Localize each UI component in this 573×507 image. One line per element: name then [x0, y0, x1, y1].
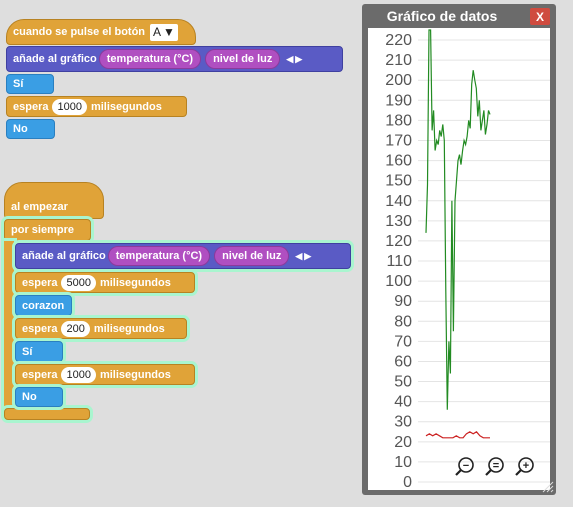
- y-tick-label: 40: [394, 394, 412, 411]
- forever-footer: [4, 408, 90, 420]
- button-dropdown[interactable]: A ▼: [150, 23, 178, 41]
- y-tick-label: 210: [385, 52, 412, 69]
- wait-label: espera: [22, 276, 58, 289]
- loop-wait-200-block[interactable]: espera 200 milisegundos: [15, 318, 187, 339]
- data-graph-panel[interactable]: Gráfico de datos X 0 10 20 30 40 50 60 70 80 90 10…: [362, 4, 556, 495]
- loop-show-yes-block[interactable]: Sí: [15, 341, 63, 362]
- button-event-label: cuando se pulse el botón: [13, 26, 146, 38]
- yes-label: Sí: [22, 345, 33, 358]
- y-tick-label: 20: [394, 434, 412, 451]
- forever-loop-block[interactable]: por siempre: [4, 219, 352, 424]
- wait-label: espera: [13, 100, 49, 113]
- arg-arrows[interactable]: ◀ ▶: [286, 54, 302, 65]
- show-yes-block[interactable]: Sí: [6, 74, 54, 94]
- y-tick-label: 10: [394, 454, 412, 471]
- wait-value-input[interactable]: 1000: [52, 98, 87, 115]
- wait-label: espera: [22, 322, 58, 335]
- series-line-2: [425, 431, 490, 439]
- no-label: No: [13, 123, 28, 135]
- y-tick-label: 90: [394, 293, 412, 310]
- heart-label: corazon: [22, 299, 65, 312]
- y-tick-label: 130: [385, 213, 412, 230]
- y-tick-label: 70: [394, 333, 412, 350]
- wait-block[interactable]: espera 1000 milisegundos: [6, 96, 187, 117]
- temperature-reporter[interactable]: temperatura (°C): [98, 49, 202, 69]
- forever-label: por siempre: [11, 224, 74, 236]
- y-tick-label: 220: [385, 32, 412, 49]
- panel-title: Gráfico de datos: [386, 8, 498, 24]
- on-start-label: al empezar: [11, 201, 68, 213]
- y-tick-label: 50: [394, 374, 412, 391]
- series-line-1: [425, 29, 491, 410]
- y-tick-label: 0: [403, 474, 412, 490]
- show-heart-block[interactable]: corazon: [15, 295, 72, 316]
- wait-unit-label: milisegundos: [99, 368, 171, 381]
- data-chart: 0 10 20 30 40 50 60 70 80 90 100 110 120 130 140 150 160…: [385, 29, 550, 491]
- wait-unit-label: milisegundos: [93, 322, 165, 335]
- y-tick-label: 100: [385, 273, 412, 290]
- graph-add-block[interactable]: añade al gráfico temperatura (°C) nivel …: [6, 46, 343, 72]
- loop-light-level-reporter[interactable]: nivel de luz: [214, 246, 290, 266]
- wait-200-input[interactable]: 200: [61, 320, 90, 337]
- wait-unit-label: milisegundos: [90, 100, 162, 113]
- light-level-reporter[interactable]: nivel de luz: [205, 49, 281, 69]
- forever-bracket: [4, 241, 14, 411]
- wait-5000-input[interactable]: 5000: [61, 274, 96, 291]
- yes-label: Sí: [13, 78, 24, 90]
- loop-arg-arrows[interactable]: ◀ ▶: [295, 251, 311, 262]
- on-start-block[interactable]: al empezar: [4, 182, 104, 219]
- wait-label: espera: [22, 368, 58, 381]
- loop-wait-1000-block[interactable]: espera 1000 milisegundos: [15, 364, 195, 385]
- zoom-reset-icon[interactable]: =: [485, 457, 504, 476]
- dropdown-arrow-icon: ▼: [163, 25, 175, 39]
- y-tick-label: 160: [385, 153, 412, 170]
- y-tick-label: 190: [385, 92, 412, 109]
- button-event-block[interactable]: cuando se pulse el botón A ▼: [6, 19, 196, 45]
- zoom-in-icon[interactable]: +: [515, 457, 534, 476]
- close-button[interactable]: X: [530, 8, 550, 25]
- arrow-right-icon[interactable]: ▶: [304, 250, 312, 261]
- loop-graph-add-block[interactable]: añade al gráfico temperatura (°C) nivel …: [15, 243, 351, 269]
- arrow-right-icon[interactable]: ▶: [295, 53, 303, 64]
- arrow-left-icon[interactable]: ◀: [295, 250, 303, 261]
- y-tick-label: 140: [385, 193, 412, 210]
- wait-unit-label: milisegundos: [99, 276, 171, 289]
- y-tick-label: 180: [385, 112, 412, 129]
- y-tick-label: 30: [394, 414, 412, 431]
- y-tick-label: 60: [394, 353, 412, 370]
- y-tick-label: 150: [385, 173, 412, 190]
- arrow-left-icon[interactable]: ◀: [286, 53, 294, 64]
- y-tick-label: 170: [385, 132, 412, 149]
- zoom-out-icon[interactable]: −: [455, 457, 474, 476]
- resize-handle-icon[interactable]: [542, 481, 554, 493]
- y-tick-label: 120: [385, 233, 412, 250]
- no-label: No: [22, 391, 37, 403]
- loop-graph-add-label: añade al gráfico: [22, 250, 106, 262]
- y-tick-label: 80: [394, 313, 412, 330]
- plot-area: 0 10 20 30 40 50 60 70 80 90 100 110 120 130 140 150 160…: [368, 28, 550, 491]
- wait-1000-input[interactable]: 1000: [61, 366, 96, 383]
- y-tick-label: 110: [386, 253, 412, 270]
- graph-add-label: añade al gráfico: [13, 53, 97, 65]
- svg-text:+: +: [523, 460, 529, 472]
- loop-wait-5000-block[interactable]: espera 5000 milisegundos: [15, 272, 195, 293]
- forever-header[interactable]: por siempre: [4, 219, 91, 241]
- loop-show-no-block[interactable]: No: [15, 387, 63, 407]
- svg-text:−: −: [463, 460, 469, 472]
- y-tick-label: 200: [385, 72, 412, 89]
- svg-text:=: =: [493, 460, 499, 472]
- loop-temperature-reporter[interactable]: temperatura (°C): [107, 246, 211, 266]
- show-no-block[interactable]: No: [6, 119, 55, 139]
